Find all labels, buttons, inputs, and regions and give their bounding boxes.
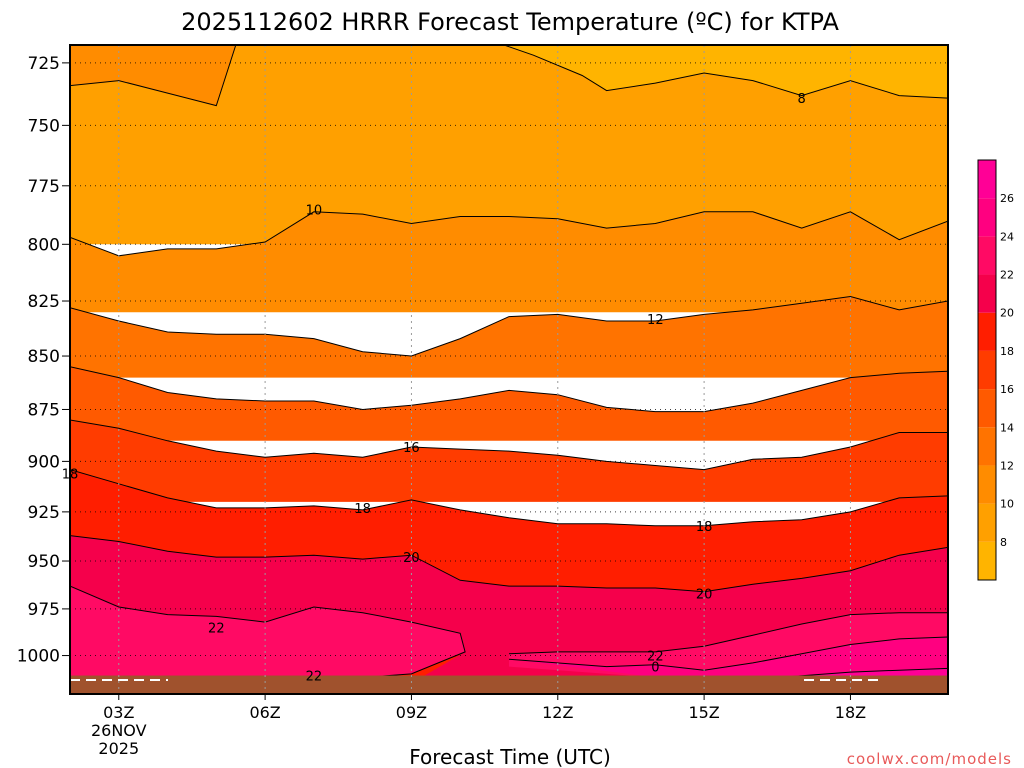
x-tick-label: 15Z: [688, 703, 719, 722]
colorbar-band: [978, 541, 996, 580]
y-tick-label: 750: [28, 116, 60, 136]
contour-label: 16: [403, 441, 420, 456]
contour-line-10: [70, 45, 237, 107]
colorbar-band: [978, 160, 996, 199]
colorbar-frame: [977, 159, 997, 581]
contour-label: 0: [651, 661, 659, 676]
colorbar-label: 24: [1000, 230, 1014, 243]
colorbar-label: 16: [1000, 383, 1014, 396]
colorbar-band: [978, 503, 996, 542]
colorbar-band: [978, 389, 996, 428]
contour-label: 8: [798, 92, 806, 107]
colorbar-band: [978, 198, 996, 237]
contour-label: 20: [403, 551, 420, 566]
contour-line-10: [70, 211, 948, 257]
x-date-label: 26NOV: [91, 721, 147, 740]
colorbar-band: [978, 236, 996, 275]
colorbar-label: 12: [1000, 459, 1014, 472]
temperature-band-6: [70, 420, 948, 502]
grid: [70, 45, 948, 694]
contour-line-18: [70, 469, 948, 527]
temperature-band-1: [504, 45, 948, 99]
colorbar-label: 26: [1000, 192, 1014, 205]
colorbar-label: 8: [1000, 536, 1007, 549]
colorbar-label: 10: [1000, 498, 1014, 511]
y-tick-label: 875: [28, 400, 60, 420]
contour-line-20: [70, 535, 948, 593]
colorbar-label: 22: [1000, 269, 1014, 282]
contour-line-14: [70, 366, 948, 413]
contour-label: 22: [306, 670, 323, 685]
colorbar-band: [978, 274, 996, 313]
x-tick-label: 12Z: [542, 703, 573, 722]
contour-label: 22: [647, 650, 664, 665]
temperature-band-4: [70, 296, 948, 378]
ground-strip: [70, 675, 948, 694]
y-axis: 725 750 775 800 825 850 875 900 925 950 975 1000: [17, 54, 70, 667]
y-tick-label: 975: [28, 600, 60, 620]
colorbar-label: 20: [1000, 307, 1014, 320]
y-tick-label: 925: [28, 503, 60, 523]
y-tick-label: 800: [28, 235, 60, 255]
x-tick-label: 18Z: [835, 703, 866, 722]
colorbar-label: 14: [1000, 421, 1014, 434]
plot-frame: [69, 44, 949, 695]
x-axis-label: Forecast Time (UTC): [409, 745, 611, 768]
temperature-band-9: [70, 586, 466, 683]
x-tick-label: 03Z: [103, 703, 134, 722]
chart-title: 2025112602 HRRR Forecast Temperature (ºC…: [181, 8, 839, 36]
colorbar: 8 10 12 14 16 18 20 22 24 26: [977, 159, 1014, 581]
contour-line-22: [508, 612, 948, 655]
filled-contours: [70, 45, 948, 683]
y-tick-label: 900: [28, 452, 60, 472]
y-tick-label: 775: [28, 177, 60, 197]
y-tick-label: 825: [28, 292, 60, 312]
temperature-band-5: [70, 366, 948, 441]
temperature-band-3: [70, 211, 948, 313]
colorbar-label: 18: [1000, 345, 1014, 358]
contour-label: 18: [696, 520, 713, 535]
contour-line-8: [503, 45, 948, 99]
colorbar-band: [978, 427, 996, 466]
colorbar-band: [978, 465, 996, 504]
y-tick-label: 1000: [17, 647, 60, 667]
temperature-band-2: [70, 45, 236, 106]
contour-label: 10: [306, 203, 323, 218]
y-tick-label: 725: [28, 54, 60, 74]
colorbar-band: [978, 312, 996, 351]
contour-label: 12: [647, 313, 664, 328]
contour-line-12: [70, 295, 948, 357]
colorbar-band: [978, 350, 996, 390]
contour-label: 22: [208, 622, 225, 637]
contour-line-24: [508, 636, 948, 671]
temperature-band-11: [509, 637, 948, 683]
contour-label: 20: [696, 588, 713, 603]
contour-line-16: [70, 419, 948, 471]
contour-label: 18: [354, 502, 371, 517]
x-tick-label: 09Z: [396, 703, 427, 722]
temperature-band-0: [70, 45, 948, 245]
y-tick-label: 850: [28, 347, 60, 367]
x-tick-label: 06Z: [249, 703, 280, 722]
y-tick-label: 950: [28, 552, 60, 572]
credit-text[interactable]: coolwx.com/models: [847, 750, 1012, 768]
x-date-label: 2025: [98, 739, 139, 758]
